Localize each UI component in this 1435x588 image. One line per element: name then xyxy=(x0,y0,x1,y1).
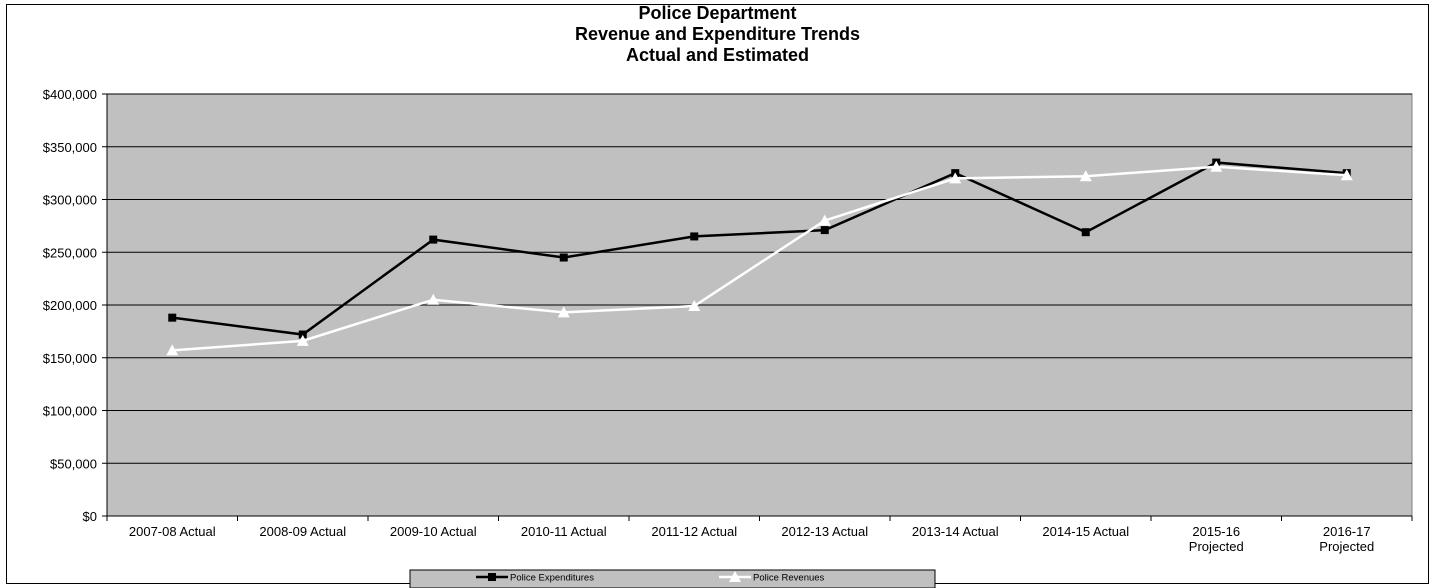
data-point xyxy=(427,293,440,305)
x-tick-label: 2015-16 xyxy=(1192,524,1240,539)
y-tick-label: $50,000 xyxy=(50,456,97,471)
x-tick-label: 2012-13 Actual xyxy=(781,524,868,539)
x-tick-label: 2009-10 Actual xyxy=(390,524,477,539)
legend-box xyxy=(409,569,936,588)
data-point xyxy=(1340,169,1353,181)
y-tick-label: $400,000 xyxy=(43,87,97,102)
x-tick-label: Projected xyxy=(1319,539,1374,554)
data-point xyxy=(818,214,831,226)
chart-title-line-1: Police Department xyxy=(638,3,797,23)
y-tick-label: $200,000 xyxy=(43,298,97,313)
data-point xyxy=(690,232,699,241)
x-tick-label: 2014-15 Actual xyxy=(1042,524,1129,539)
y-tick-label: $300,000 xyxy=(43,193,97,208)
legend-marker xyxy=(729,571,741,582)
data-point xyxy=(1081,228,1090,237)
series-line-0 xyxy=(172,161,1347,336)
legend-label: Police Revenues xyxy=(753,573,825,584)
data-point xyxy=(688,300,701,312)
y-tick-label: $150,000 xyxy=(43,351,97,366)
data-point xyxy=(168,313,177,322)
data-point xyxy=(1079,170,1092,182)
legend-marker xyxy=(488,573,496,581)
data-point xyxy=(557,306,570,318)
y-tick-label: $350,000 xyxy=(43,140,97,155)
chart-title: Police Department Revenue and Expenditur… xyxy=(0,3,1435,66)
x-tick-label: 2010-11 Actual xyxy=(521,524,607,539)
data-point xyxy=(1210,160,1223,172)
y-tick-label: $250,000 xyxy=(43,245,97,260)
x-tick-label: 2016-17 xyxy=(1323,524,1371,539)
chart-title-line-3: Actual and Estimated xyxy=(625,45,810,65)
legend-label: Police Expenditures xyxy=(510,573,594,584)
x-tick-label: 2007-08 Actual xyxy=(129,524,216,539)
data-point xyxy=(820,226,829,235)
series-line-1 xyxy=(172,165,1347,352)
y-tick-label: $0 xyxy=(83,509,97,524)
chart-title-line-2: Revenue and Expenditure Trends xyxy=(574,24,861,44)
data-point xyxy=(429,235,438,244)
y-tick-label: $100,000 xyxy=(43,404,97,419)
x-tick-label: Projected xyxy=(1189,539,1244,554)
x-tick-label: 2013-14 Actual xyxy=(912,524,999,539)
data-point xyxy=(949,172,962,184)
data-point xyxy=(298,330,307,339)
x-tick-label: 2008-09 Actual xyxy=(259,524,346,539)
data-point xyxy=(166,344,179,356)
data-point xyxy=(296,334,309,346)
x-tick-label: 2011-12 Actual xyxy=(651,524,737,539)
data-point xyxy=(559,253,568,262)
